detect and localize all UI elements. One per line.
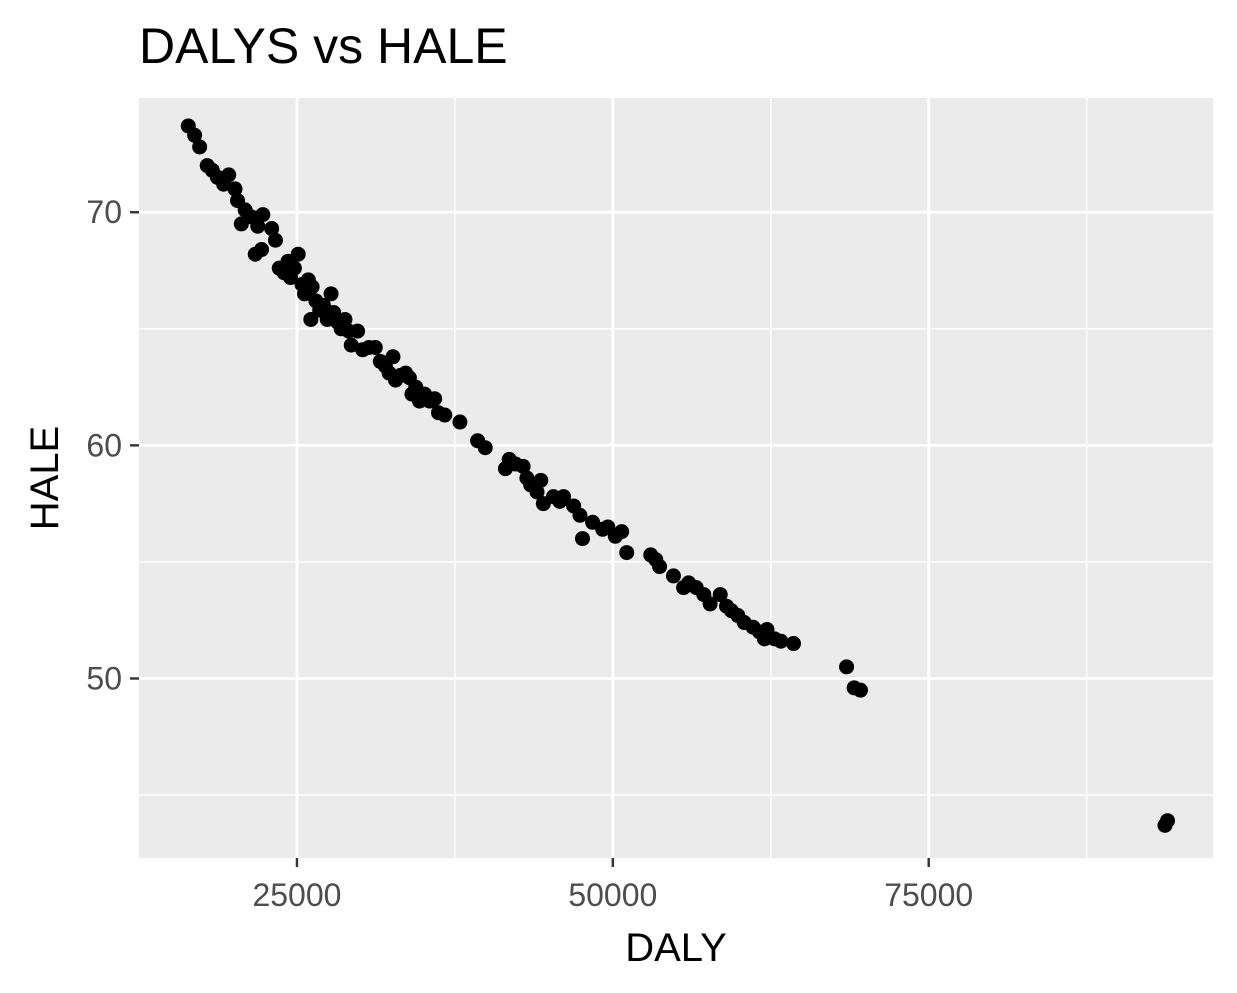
data-point <box>427 391 443 407</box>
data-point <box>515 458 531 474</box>
data-point <box>304 279 320 295</box>
data-point <box>786 636 802 652</box>
data-point <box>255 207 271 223</box>
data-point <box>773 633 789 649</box>
data-point <box>343 337 359 353</box>
data-point <box>529 484 545 500</box>
data-point <box>264 221 280 237</box>
x-tick-label: 25000 <box>252 877 341 913</box>
data-point <box>533 472 549 488</box>
x-tick-label: 75000 <box>884 877 973 913</box>
data-point <box>619 545 635 561</box>
data-point <box>702 596 718 612</box>
data-point <box>477 440 493 456</box>
data-points <box>180 118 1176 833</box>
data-point <box>839 659 855 675</box>
plot-panel <box>139 98 1213 858</box>
data-point <box>1160 813 1176 829</box>
data-point <box>350 323 366 339</box>
data-point <box>290 246 306 262</box>
data-point <box>221 167 237 183</box>
y-axis-title: HALE <box>23 426 67 531</box>
data-point <box>572 507 588 523</box>
data-point <box>437 407 453 423</box>
data-point <box>652 559 668 575</box>
data-point <box>250 218 266 234</box>
data-point <box>614 524 630 540</box>
chart-title: DALYS vs HALE <box>139 18 508 74</box>
data-point <box>385 349 401 365</box>
data-point <box>665 568 681 584</box>
data-point <box>267 232 283 248</box>
data-point <box>556 489 572 505</box>
data-point <box>452 414 468 430</box>
data-point <box>227 181 243 197</box>
data-point <box>286 260 302 276</box>
axes: 25000 50000 75000 50 60 70 <box>86 194 973 913</box>
data-point <box>852 682 868 698</box>
y-tick-label: 60 <box>86 427 122 463</box>
grid-lines <box>139 98 1213 858</box>
y-tick-label: 70 <box>86 194 122 230</box>
data-point <box>254 242 270 258</box>
data-point <box>574 531 590 547</box>
data-point <box>337 311 353 327</box>
data-point <box>323 286 339 302</box>
data-point <box>303 311 319 327</box>
data-point <box>192 139 208 155</box>
data-point <box>187 127 203 143</box>
x-tick-label: 50000 <box>568 877 657 913</box>
y-tick-label: 50 <box>86 660 122 696</box>
data-point <box>367 339 383 355</box>
data-point <box>712 587 728 603</box>
x-axis-title: DALY <box>625 926 727 970</box>
